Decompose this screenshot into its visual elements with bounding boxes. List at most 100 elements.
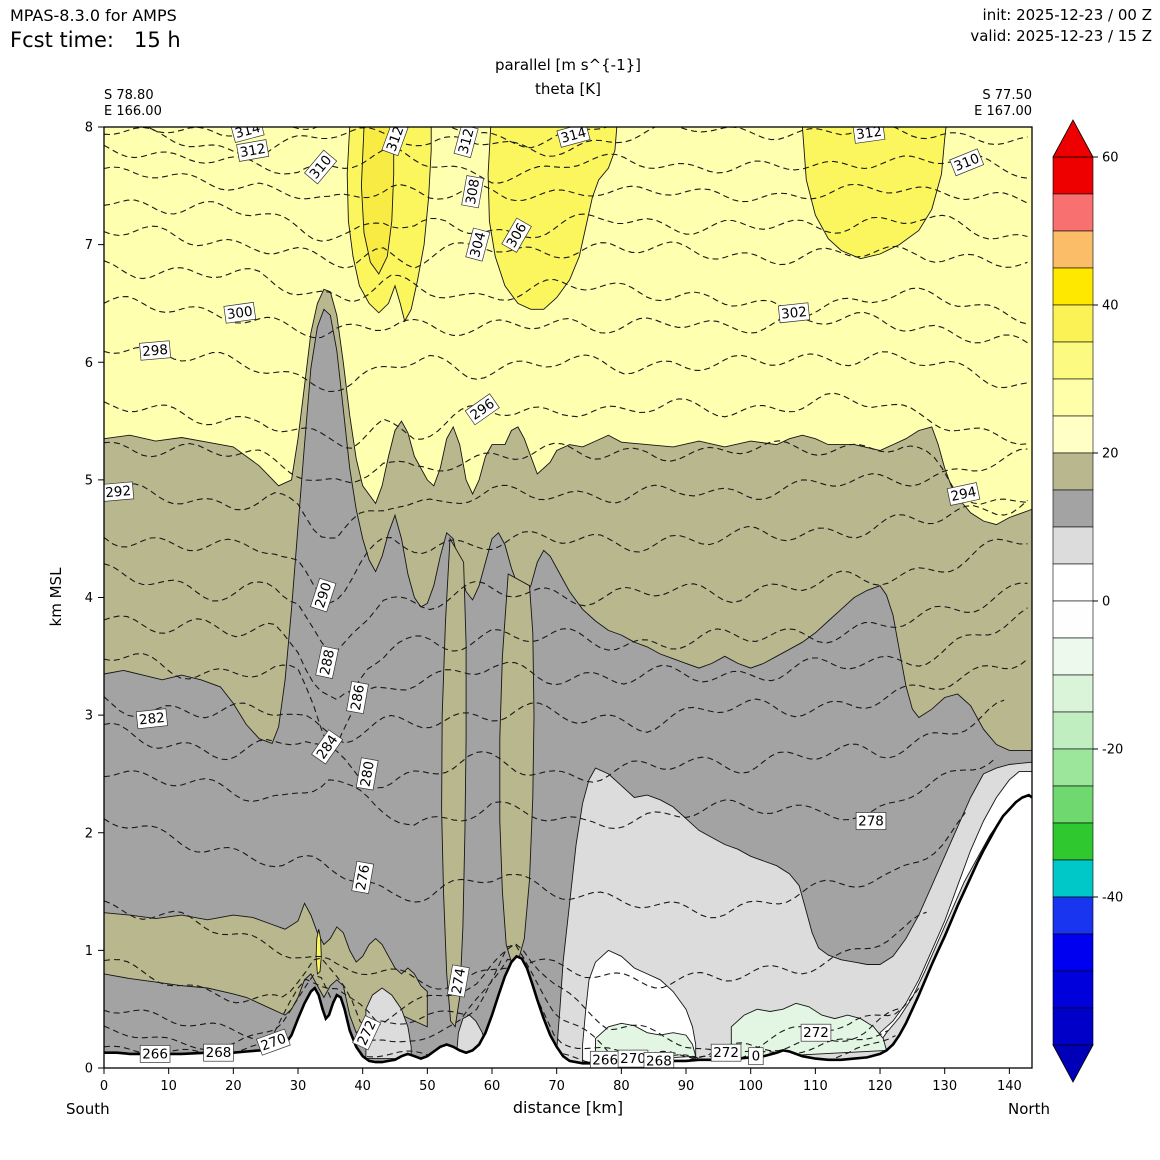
colorbar-segment bbox=[1052, 970, 1094, 1009]
x-tick-label: 50 bbox=[419, 1079, 436, 1094]
contour-label: 290 bbox=[310, 577, 337, 613]
contour-label: 270 bbox=[617, 1049, 649, 1068]
colorbar-segment bbox=[1052, 304, 1094, 343]
fill-region-lightgray-patch-1 bbox=[365, 987, 412, 1060]
colorbar-segment bbox=[1052, 156, 1094, 195]
svg-text:308: 308 bbox=[463, 178, 483, 206]
colorbar-tick-label: -20 bbox=[1102, 743, 1123, 758]
contour-label: 280 bbox=[355, 757, 379, 791]
svg-text:290: 290 bbox=[312, 581, 335, 610]
y-tick-label: 3 bbox=[85, 709, 93, 724]
svg-text:268: 268 bbox=[206, 1045, 232, 1061]
contour-label: 298 bbox=[139, 340, 172, 361]
corner-end-lat: S 77.50 bbox=[982, 88, 1032, 103]
x-tick-label: 80 bbox=[613, 1079, 630, 1094]
colorbar-over-arrow bbox=[1052, 119, 1094, 158]
contour-label: 302 bbox=[777, 302, 811, 324]
theta-contour-286 bbox=[104, 582, 1028, 701]
x-tick-label: 40 bbox=[354, 1079, 371, 1094]
theta-contour-280 bbox=[104, 699, 1005, 789]
svg-text:286: 286 bbox=[348, 684, 368, 712]
colorbar-under-arrow bbox=[1052, 1044, 1094, 1083]
theta-contour-290 bbox=[104, 499, 1028, 604]
svg-text:274: 274 bbox=[449, 967, 469, 995]
colorbar-tick-label: 20 bbox=[1102, 447, 1119, 462]
y-tick-label: 7 bbox=[85, 238, 93, 253]
x-tick-label: 0 bbox=[100, 1079, 108, 1094]
terrain-line bbox=[104, 793, 1032, 1065]
contour-label: 272 bbox=[800, 1023, 832, 1042]
contour-label: 270 bbox=[256, 1028, 291, 1056]
contour-label: 0 bbox=[748, 1047, 764, 1066]
contour-label: 288 bbox=[315, 645, 339, 679]
contour-label: 304 bbox=[465, 227, 491, 262]
svg-text:312: 312 bbox=[855, 124, 883, 143]
init-time: init: 2025-12-23 / 00 Z bbox=[982, 6, 1152, 24]
contour-label: 266 bbox=[139, 1045, 171, 1063]
fill-region-patch-yellow-3 bbox=[801, 127, 947, 260]
theta-contour-294 bbox=[104, 440, 1028, 505]
contour-label: 282 bbox=[135, 708, 168, 730]
colorbar-tick-label: 40 bbox=[1102, 299, 1119, 314]
svg-text:302: 302 bbox=[780, 304, 807, 323]
svg-text:266: 266 bbox=[592, 1052, 618, 1068]
y-tick-label: 0 bbox=[85, 1062, 93, 1077]
theta-contour-302 bbox=[104, 260, 1028, 325]
y-tick-label: 4 bbox=[85, 591, 93, 606]
plot-title-parallel: parallel [m s^{-1}] bbox=[494, 56, 642, 74]
x-tick-label: 100 bbox=[738, 1079, 763, 1094]
colorbar-tick-label: -40 bbox=[1102, 891, 1123, 906]
contour-label: 266 bbox=[589, 1050, 621, 1068]
svg-text:272: 272 bbox=[803, 1025, 829, 1041]
contour-label: 312 bbox=[852, 124, 886, 144]
colorbar-segment bbox=[1052, 859, 1094, 898]
south-label: South bbox=[66, 1100, 110, 1118]
svg-text:280: 280 bbox=[358, 760, 378, 788]
x-tick-label: 140 bbox=[997, 1079, 1022, 1094]
colorbar-segment bbox=[1052, 896, 1094, 935]
svg-text:314: 314 bbox=[559, 125, 588, 147]
contour-label: 308 bbox=[461, 175, 484, 209]
theta-contour-304 bbox=[104, 225, 1028, 269]
x-tick-label: 20 bbox=[225, 1079, 242, 1094]
colorbar-segment bbox=[1052, 341, 1094, 380]
contour-label: 286 bbox=[346, 680, 369, 715]
svg-text:268: 268 bbox=[646, 1053, 672, 1069]
theta-contour-306 bbox=[104, 199, 1028, 242]
x-axis-label: distance [km] bbox=[512, 1098, 624, 1117]
svg-text:292: 292 bbox=[105, 483, 132, 501]
svg-text:294: 294 bbox=[949, 484, 978, 505]
contour-label: 300 bbox=[223, 301, 257, 324]
svg-text:276: 276 bbox=[353, 863, 373, 891]
colorbar-segment bbox=[1052, 748, 1094, 787]
x-tick-label: 30 bbox=[290, 1079, 307, 1094]
contour-label: 294 bbox=[946, 482, 981, 506]
colorbar-segment bbox=[1052, 637, 1094, 676]
valid-time: valid: 2025-12-23 / 15 Z bbox=[970, 27, 1152, 45]
contour-label: 312 bbox=[453, 127, 479, 159]
theta-contour-298 bbox=[104, 346, 1028, 393]
contour-label: 268 bbox=[643, 1052, 675, 1069]
colorbar-segment bbox=[1052, 1007, 1094, 1046]
svg-text:304: 304 bbox=[467, 230, 489, 259]
colorbar-tick-label: 60 bbox=[1102, 151, 1119, 166]
theta-contour-300 bbox=[104, 296, 1028, 344]
theta-contour-296 bbox=[104, 392, 1028, 449]
svg-text:300: 300 bbox=[226, 304, 254, 323]
theta-contour-310 bbox=[104, 144, 1028, 184]
svg-text:298: 298 bbox=[142, 342, 169, 360]
y-tick-label: 2 bbox=[85, 826, 93, 841]
colorbar-segment bbox=[1052, 711, 1094, 750]
corner-end-lon: E 167.00 bbox=[974, 104, 1032, 119]
y-tick-label: 6 bbox=[85, 356, 93, 371]
corner-start-lat: S 78.80 bbox=[104, 88, 154, 103]
fill-region-yellow-lens bbox=[315, 929, 322, 975]
forecast-time: Fcst time: 15 h bbox=[10, 28, 181, 52]
colorbar-segment bbox=[1052, 230, 1094, 269]
colorbar-segment bbox=[1052, 563, 1094, 602]
svg-text:278: 278 bbox=[858, 814, 884, 830]
model-title: MPAS-8.3.0 for AMPS bbox=[10, 6, 177, 25]
theta-contour-270 bbox=[104, 943, 904, 1060]
